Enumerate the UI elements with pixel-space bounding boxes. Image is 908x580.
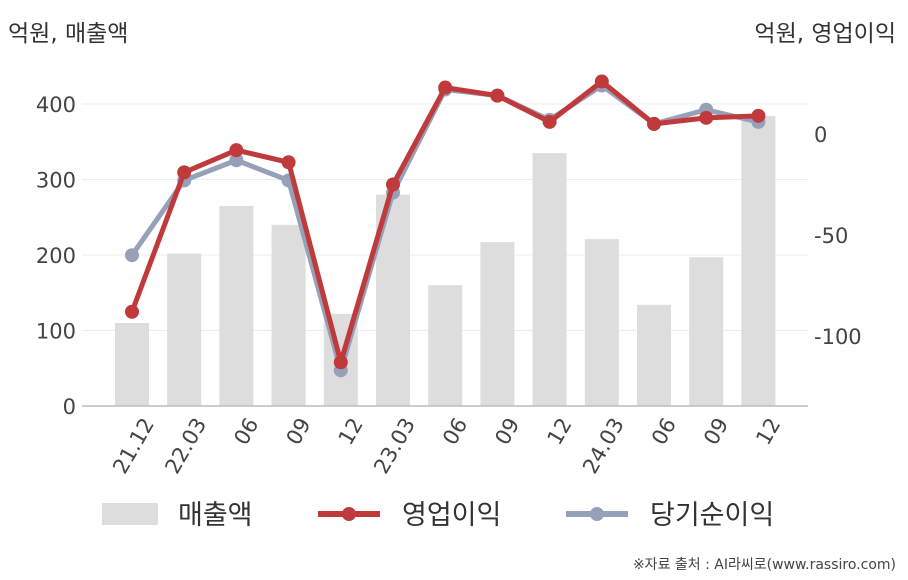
legend: 매출액 영업이익 당기순이익 bbox=[102, 500, 774, 531]
revenue-bar bbox=[167, 253, 202, 406]
net-income-point bbox=[229, 153, 244, 168]
left-tick-label: 300 bbox=[36, 169, 76, 193]
revenue-bar bbox=[584, 239, 619, 406]
operating-profit-point bbox=[751, 108, 766, 123]
operating-profit-point bbox=[594, 74, 609, 89]
operating-profit-point bbox=[490, 88, 505, 103]
right-axis-ticks: 0 -50 -100 bbox=[814, 123, 862, 349]
right-tick-label: -50 bbox=[814, 224, 848, 248]
x-tick-label: 23.03 bbox=[369, 414, 420, 478]
operating-profit-point bbox=[333, 355, 348, 370]
x-tick-label: 22.03 bbox=[160, 414, 211, 478]
left-tick-label: 200 bbox=[36, 244, 76, 268]
x-tick-label: 09 bbox=[699, 414, 733, 449]
left-axis-ticks: 0 100 200 300 400 bbox=[36, 93, 76, 419]
revenue-bar bbox=[637, 304, 671, 406]
operating-profit-point bbox=[386, 177, 400, 192]
left-axis-unit: 억원, 매출액 bbox=[8, 21, 129, 47]
operating-profit-point bbox=[229, 143, 244, 158]
operating-profit-point bbox=[177, 165, 192, 180]
right-tick-label: 0 bbox=[814, 123, 827, 147]
x-tick-label: 09 bbox=[490, 414, 524, 449]
legend-marker-operating-profit bbox=[342, 507, 356, 521]
operating-profit-point bbox=[647, 116, 661, 131]
x-tick-label: 12 bbox=[334, 414, 368, 449]
revenue-bar bbox=[271, 224, 306, 406]
revenue-bar bbox=[741, 116, 776, 406]
x-tick-label: 24.03 bbox=[578, 414, 629, 478]
x-tick-label: 12 bbox=[751, 414, 785, 449]
legend-label-net-income: 당기순이익 bbox=[650, 500, 774, 531]
net-income-point bbox=[125, 248, 139, 263]
x-tick-label: 09 bbox=[282, 414, 316, 449]
profit-lines bbox=[125, 74, 766, 378]
revenue-bar bbox=[115, 322, 149, 406]
revenue-bar bbox=[532, 153, 567, 406]
left-tick-label: 100 bbox=[36, 320, 76, 344]
revenue-bar bbox=[219, 205, 254, 406]
operating-profit-point bbox=[281, 155, 296, 170]
x-tick-label: 06 bbox=[647, 414, 681, 449]
left-tick-label: 400 bbox=[36, 93, 76, 117]
operating-profit-point bbox=[699, 110, 714, 125]
revenue-bar bbox=[480, 242, 515, 406]
revenue-bar bbox=[428, 285, 463, 406]
operating-profit-point bbox=[438, 80, 453, 95]
x-tick-label: 12 bbox=[543, 414, 577, 449]
revenue-bar bbox=[689, 257, 724, 406]
legend-label-operating-profit: 영업이익 bbox=[402, 500, 501, 531]
x-tick-label: 06 bbox=[438, 414, 472, 449]
right-tick-label: -100 bbox=[814, 325, 862, 349]
operating-profit-point bbox=[542, 114, 557, 129]
left-tick-label: 0 bbox=[63, 395, 76, 419]
right-axis-unit: 억원, 영업이익 bbox=[754, 21, 896, 47]
legend-marker-net-income bbox=[590, 507, 604, 521]
x-axis-ticks: 21.12 22.03 06 09 12 23.03 06 09 12 24.03 06 09 12 bbox=[108, 414, 785, 478]
x-tick-label: 21.12 bbox=[108, 414, 159, 478]
source-note: ※자료 출처 : AI라씨로(www.rassiro.com) bbox=[632, 557, 896, 573]
operating-profit-point bbox=[125, 304, 139, 319]
legend-label-revenue: 매출액 bbox=[178, 500, 253, 531]
revenue-bars bbox=[115, 116, 776, 406]
x-tick-label: 06 bbox=[229, 414, 263, 449]
legend-swatch-revenue bbox=[102, 503, 158, 525]
